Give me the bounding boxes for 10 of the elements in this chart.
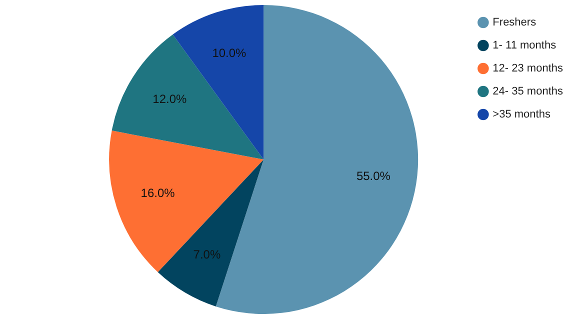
data-label: 7.0% — [193, 248, 221, 262]
data-label: 16.0% — [140, 186, 176, 200]
data-label: 10.0% — [212, 46, 247, 60]
legend-label: 12- 23 months — [492, 62, 564, 75]
data-label: 12.0% — [152, 92, 188, 106]
data-label: 55.0% — [356, 169, 391, 184]
legend-label: 24- 35 months — [492, 86, 564, 98]
legend-label: Freshers — [492, 16, 537, 29]
legend-label: 1- 11 months — [492, 40, 557, 52]
legend-label: >35 months — [492, 108, 551, 121]
